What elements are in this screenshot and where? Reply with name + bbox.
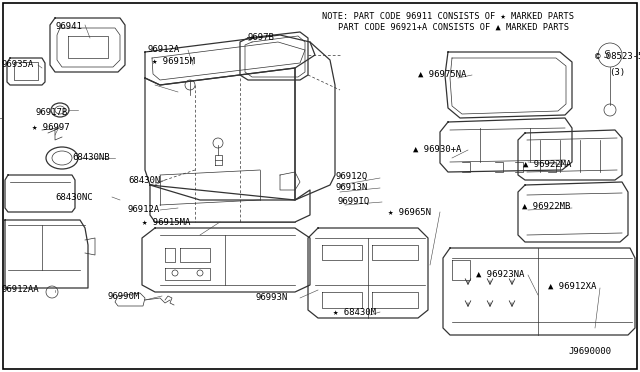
Text: 96912AA: 96912AA <box>2 285 40 294</box>
Text: 96912Q: 96912Q <box>335 172 367 181</box>
Text: 68430NB: 68430NB <box>72 153 109 162</box>
Text: 96941: 96941 <box>55 22 82 31</box>
Text: ★ 96997: ★ 96997 <box>32 123 70 132</box>
Text: (3): (3) <box>609 68 625 77</box>
Text: ★ 96915MA: ★ 96915MA <box>142 218 190 227</box>
Text: S: S <box>604 50 610 60</box>
Text: © 08523-51642: © 08523-51642 <box>595 52 640 61</box>
Text: NOTE: PART CODE 96911 CONSISTS OF ★ MARKED PARTS: NOTE: PART CODE 96911 CONSISTS OF ★ MARK… <box>322 12 574 21</box>
Text: ★ 96965N: ★ 96965N <box>388 208 431 217</box>
Text: J9690000: J9690000 <box>568 347 611 356</box>
Text: 96912A: 96912A <box>148 45 180 54</box>
Text: ▲ 96912XA: ▲ 96912XA <box>548 282 596 291</box>
Text: ★ 68430M: ★ 68430M <box>333 308 376 317</box>
Text: PART CODE 96921+A CONSISTS OF ▲ MARKED PARTS: PART CODE 96921+A CONSISTS OF ▲ MARKED P… <box>338 23 569 32</box>
Text: 68430N: 68430N <box>128 176 160 185</box>
Text: ▲ 96930+A: ▲ 96930+A <box>413 145 461 154</box>
Text: ▲ 96975NA: ▲ 96975NA <box>418 70 467 79</box>
Text: ▲ 96922MB: ▲ 96922MB <box>522 202 570 211</box>
Text: ▲ 96923NA: ▲ 96923NA <box>476 270 524 279</box>
Text: 96993N: 96993N <box>255 293 287 302</box>
Text: 9697B: 9697B <box>248 33 275 42</box>
Text: 96913N: 96913N <box>335 183 367 192</box>
Text: 68430NC: 68430NC <box>55 193 93 202</box>
Text: 96912A: 96912A <box>127 205 159 214</box>
Text: 96935A: 96935A <box>2 60 35 69</box>
Text: ▲ 96922MA: ▲ 96922MA <box>523 160 572 169</box>
Text: 96990M: 96990M <box>108 292 140 301</box>
Text: 96917B: 96917B <box>35 108 67 117</box>
Text: 9699IQ: 9699IQ <box>337 197 369 206</box>
Text: ★ 96915M: ★ 96915M <box>152 57 195 66</box>
